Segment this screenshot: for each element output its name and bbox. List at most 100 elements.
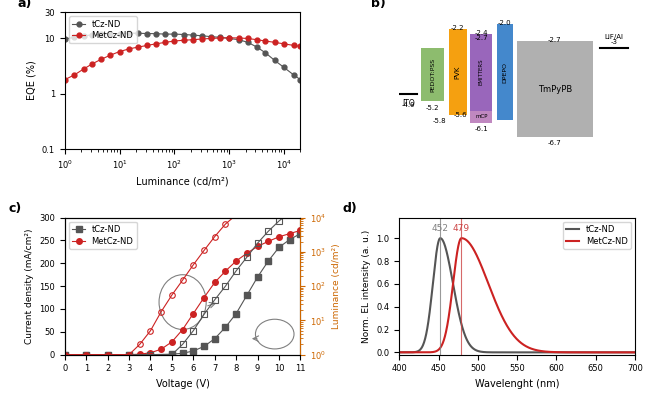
tCz-ND <box>297 77 305 82</box>
Bar <box>449 29 467 115</box>
Bar <box>421 48 444 101</box>
tCz-ND <box>106 31 114 36</box>
MetCz-ND <box>146 350 154 355</box>
Text: -2.7: -2.7 <box>474 35 488 42</box>
MetCz-ND <box>97 57 105 62</box>
tCz-ND <box>207 34 214 39</box>
MetCz-ND <box>253 37 260 42</box>
Text: -5.2: -5.2 <box>426 105 439 111</box>
X-axis label: Voltage (V): Voltage (V) <box>156 379 209 389</box>
MetCz-ND <box>290 43 297 48</box>
MetCz-ND <box>207 36 214 41</box>
Text: PVK: PVK <box>455 66 461 79</box>
tCz-ND <box>235 37 243 42</box>
Text: -5.6: -5.6 <box>454 112 468 118</box>
Text: PEDOT:PSS: PEDOT:PSS <box>430 58 435 91</box>
tCz-ND <box>244 40 252 45</box>
MetCz-ND <box>134 45 142 50</box>
tCz-ND <box>647 350 648 355</box>
Legend: tCz-ND, MetCz-ND: tCz-ND, MetCz-ND <box>69 222 137 249</box>
MetCz-ND <box>588 350 596 355</box>
tCz-ND <box>134 31 142 36</box>
MetCz-ND <box>106 53 114 58</box>
MetCz-ND <box>244 36 252 41</box>
tCz-ND <box>271 58 279 63</box>
tCz-ND <box>211 336 218 341</box>
Text: ITO: ITO <box>402 99 415 108</box>
MetCz-ND <box>168 339 176 344</box>
Legend: tCz-ND, MetCz-ND: tCz-ND, MetCz-ND <box>563 222 631 249</box>
Line: MetCz-ND: MetCz-ND <box>62 228 303 357</box>
MetCz-ND <box>61 77 69 82</box>
Text: d): d) <box>343 202 358 215</box>
MetCz-ND <box>297 44 305 49</box>
tCz-ND <box>80 33 87 38</box>
tCz-ND <box>264 259 272 264</box>
MetCz-ND <box>152 42 160 46</box>
MetCz-ND <box>457 236 465 241</box>
tCz-ND <box>180 32 188 37</box>
tCz-ND <box>243 293 251 298</box>
tCz-ND <box>143 31 151 36</box>
X-axis label: Wavelenght (nm): Wavelenght (nm) <box>475 379 559 389</box>
Text: 479: 479 <box>453 224 470 233</box>
MetCz-ND <box>216 35 224 40</box>
tCz-ND <box>200 344 208 349</box>
tCz-ND <box>189 33 197 37</box>
MetCz-ND <box>170 39 178 44</box>
tCz-ND <box>488 350 496 355</box>
Text: c): c) <box>8 202 21 215</box>
Bar <box>517 41 593 137</box>
Line: tCz-ND: tCz-ND <box>62 31 303 82</box>
MetCz-ND <box>189 37 197 42</box>
tCz-ND <box>232 311 240 316</box>
tCz-ND <box>275 245 283 250</box>
Text: EMITTERS: EMITTERS <box>479 59 484 85</box>
tCz-ND <box>564 350 572 355</box>
Text: -2.7: -2.7 <box>548 37 562 43</box>
tCz-ND <box>226 36 233 41</box>
Text: TmPyPB: TmPyPB <box>538 85 572 93</box>
tCz-ND <box>253 45 260 50</box>
tCz-ND <box>82 352 90 357</box>
tCz-ND <box>61 37 69 42</box>
Text: DPEPO: DPEPO <box>502 62 507 83</box>
tCz-ND <box>222 325 229 330</box>
tCz-ND <box>161 32 169 37</box>
MetCz-ND <box>275 235 283 239</box>
tCz-ND <box>125 31 133 35</box>
MetCz-ND <box>243 251 251 256</box>
tCz-ND <box>198 33 206 38</box>
Text: mCP: mCP <box>475 114 487 119</box>
tCz-ND <box>262 50 270 55</box>
Line: tCz-ND: tCz-ND <box>384 238 648 352</box>
Y-axis label: Luminance (cd/m²): Luminance (cd/m²) <box>332 243 341 329</box>
tCz-ND <box>216 35 224 40</box>
Y-axis label: EQE (%): EQE (%) <box>27 61 36 100</box>
MetCz-ND <box>498 313 505 318</box>
Text: 452: 452 <box>432 224 449 233</box>
MetCz-ND <box>80 66 87 71</box>
Text: -2.0: -2.0 <box>498 20 512 26</box>
Y-axis label: Norm. EL intensity (a. u.): Norm. EL intensity (a. u.) <box>362 229 371 343</box>
tCz-ND <box>125 352 133 357</box>
MetCz-ND <box>488 291 496 295</box>
Text: -3: -3 <box>610 39 618 45</box>
MetCz-ND <box>71 73 78 77</box>
tCz-ND <box>61 352 69 357</box>
MetCz-ND <box>143 43 151 48</box>
MetCz-ND <box>116 49 124 54</box>
MetCz-ND <box>125 352 133 357</box>
MetCz-ND <box>82 352 90 357</box>
tCz-ND <box>116 31 124 36</box>
X-axis label: Luminance (cd/m²): Luminance (cd/m²) <box>136 177 229 187</box>
MetCz-ND <box>380 350 388 355</box>
MetCz-ND <box>104 352 111 357</box>
Text: a): a) <box>17 0 32 10</box>
MetCz-ND <box>89 61 97 66</box>
Y-axis label: Current density (mA/cm²): Current density (mA/cm²) <box>25 229 34 344</box>
MetCz-ND <box>280 42 288 46</box>
Text: LiF/Al: LiF/Al <box>605 34 623 40</box>
MetCz-ND <box>136 352 144 357</box>
tCz-ND <box>498 350 505 355</box>
